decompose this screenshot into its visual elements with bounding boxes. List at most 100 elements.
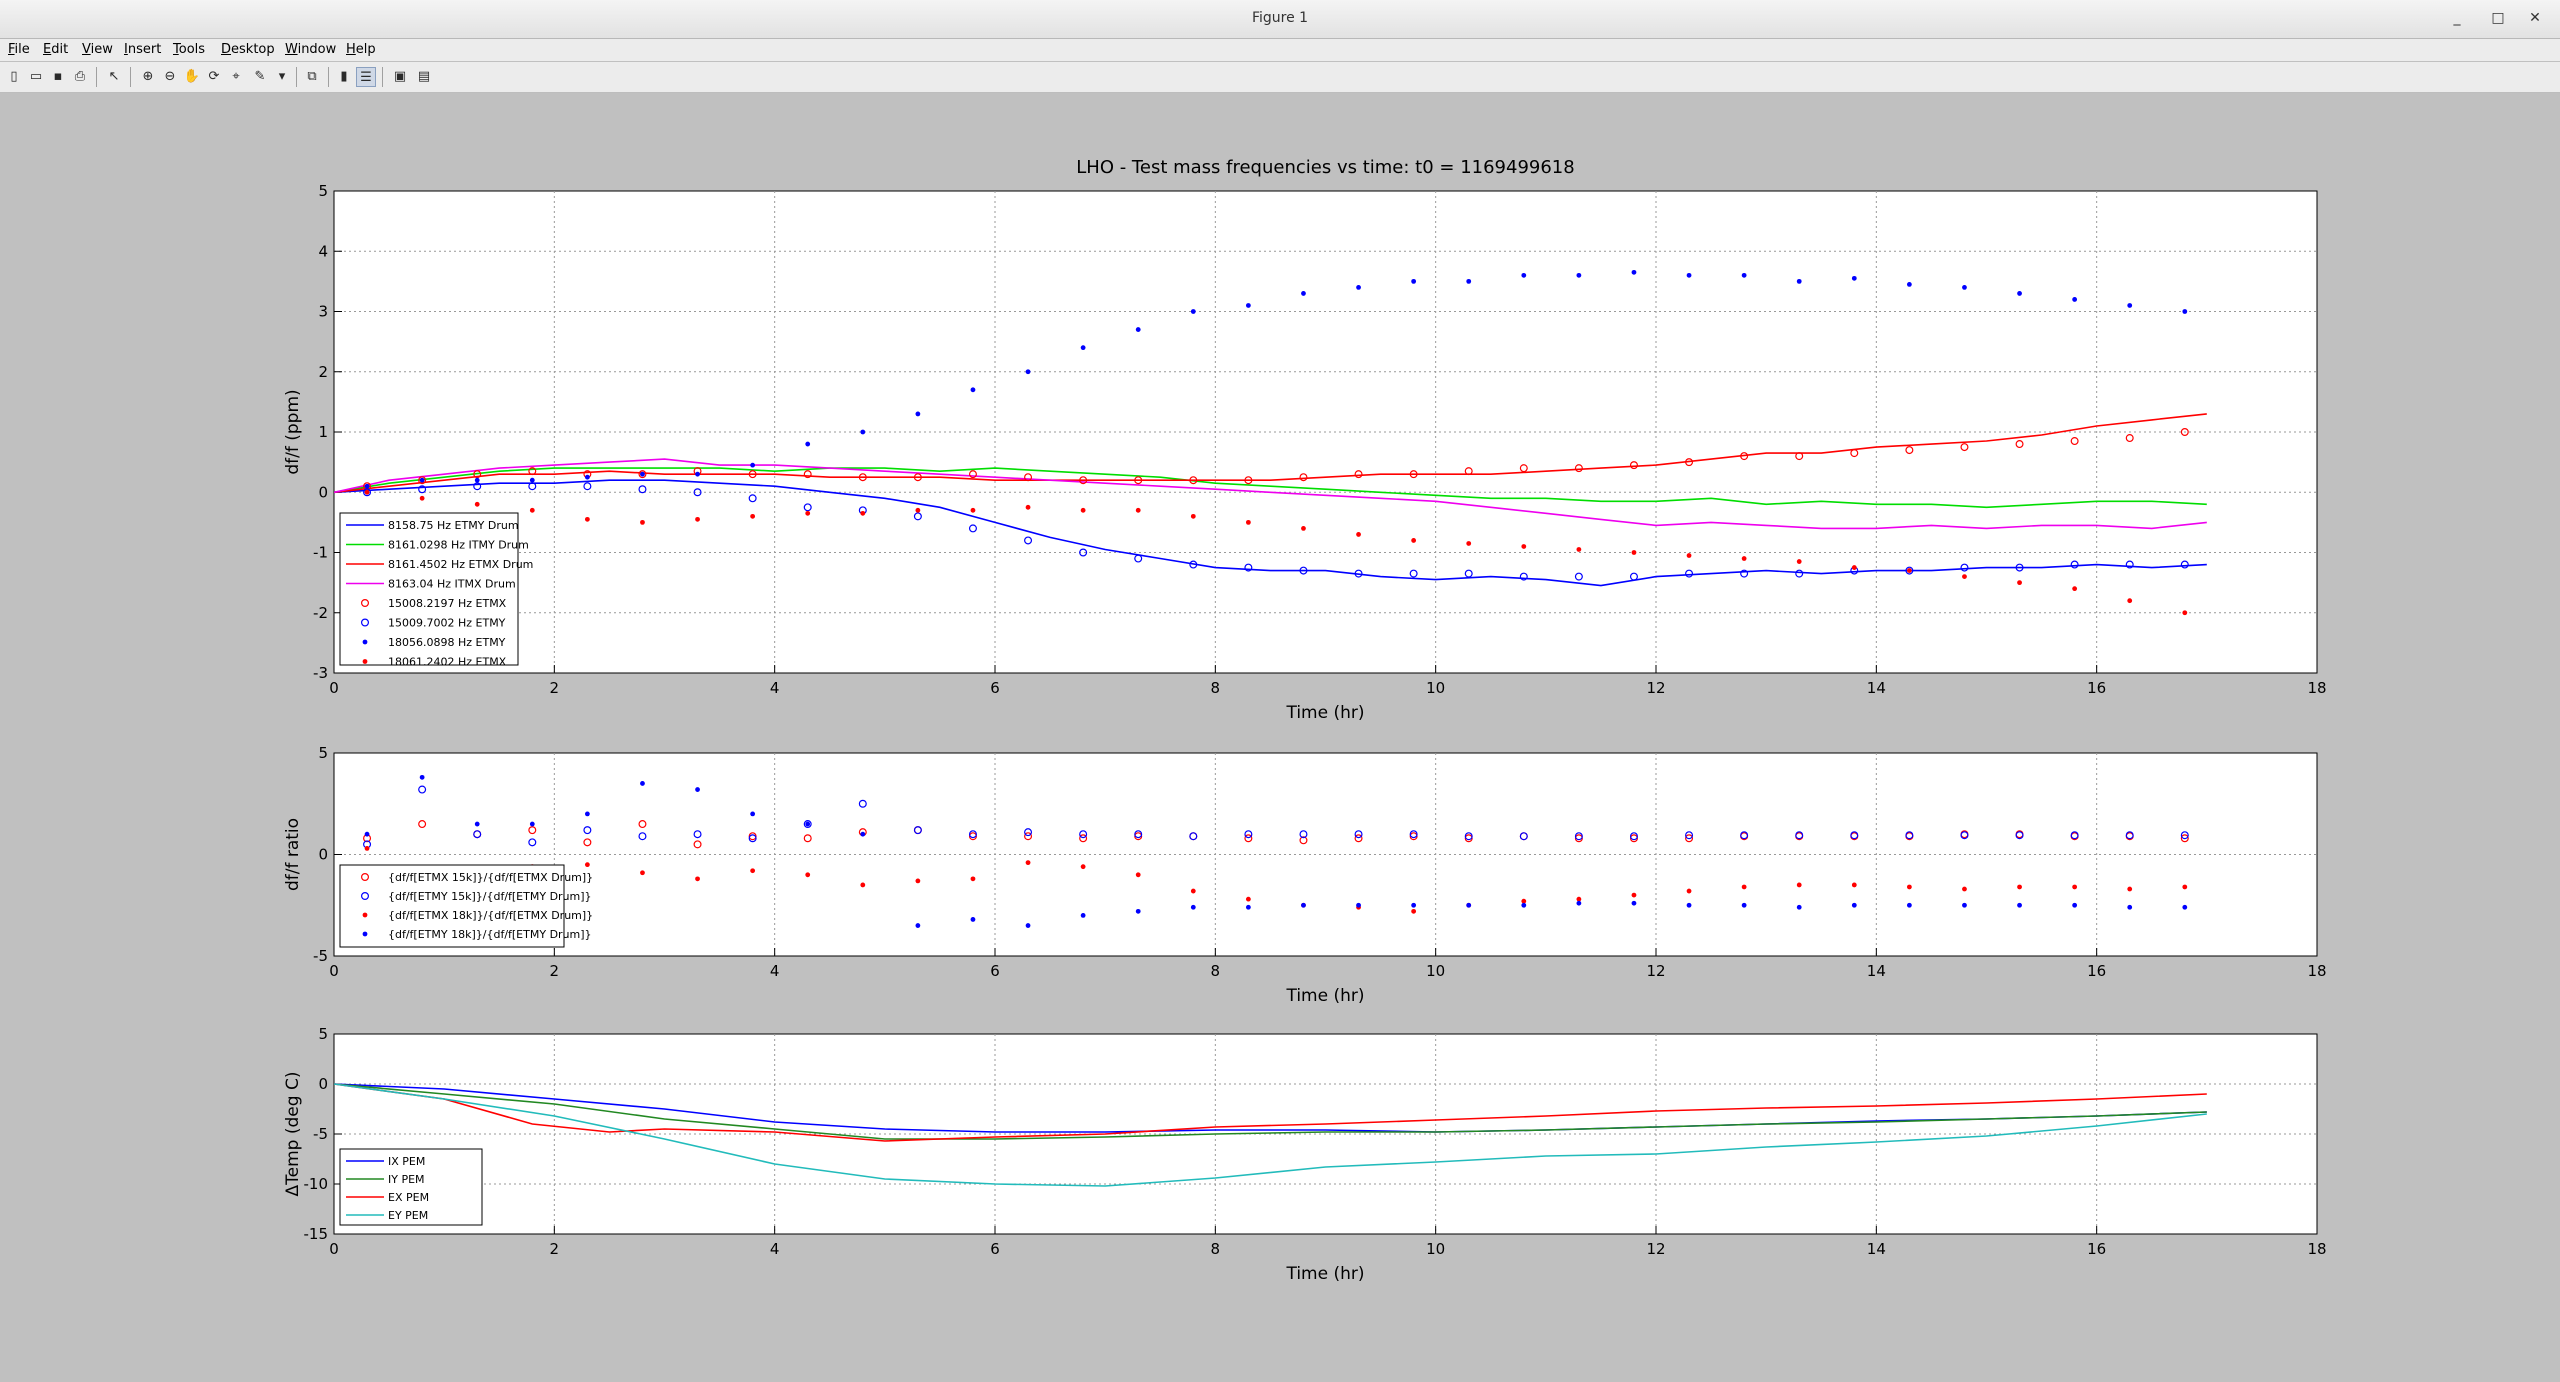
series-3-point	[1796, 882, 1802, 888]
menu-help[interactable]: Help	[346, 42, 376, 57]
series-7-point	[1962, 285, 1967, 290]
series-5-point	[363, 482, 372, 491]
series-6-point	[748, 494, 757, 503]
series-6-point	[2180, 560, 2189, 569]
select-arrow-icon[interactable]: ↖	[108, 69, 120, 84]
series-4-point	[2127, 904, 2133, 910]
maximize-icon[interactable]: □	[2491, 10, 2505, 26]
save-icon[interactable]: ▪	[53, 69, 63, 84]
axes-3: 0 2 4 6 8 10 12 14 16 18 -15 -10 -5 0 5 Time (hr) ΔTemp …	[283, 1025, 2327, 1284]
series-2-point	[968, 830, 977, 839]
series-6-point	[1024, 536, 1033, 545]
x-axis-label: Time (hr)	[1285, 1264, 1364, 1284]
series-6-point	[1409, 569, 1418, 578]
series-2-point	[2180, 831, 2189, 840]
x-tick-label: 14	[1867, 1240, 1886, 1258]
brush-icon[interactable]: ✎	[254, 69, 266, 84]
close-icon[interactable]: ✕	[2529, 10, 2541, 26]
series-2-point	[1960, 831, 1969, 840]
series-1-point	[1354, 834, 1363, 843]
series-1-point	[2180, 834, 2189, 843]
menu-insert[interactable]: Insert	[124, 42, 162, 57]
menu-edit[interactable]: Edit	[43, 42, 69, 57]
menu-window[interactable]: Window	[285, 42, 337, 57]
menu-tools[interactable]: Tools	[173, 42, 206, 57]
x-tick-label: 8	[1211, 1240, 1221, 1258]
series-4-point	[805, 821, 811, 827]
legend-swatch	[362, 931, 368, 937]
show-plot-tools-icon[interactable]: ▤	[417, 69, 431, 84]
series-5-point	[968, 470, 977, 479]
series-3-point	[1135, 872, 1141, 878]
series-2-point	[1134, 830, 1143, 839]
link-plot-icon[interactable]: ⧉	[307, 69, 317, 84]
series-6-point	[528, 482, 537, 491]
window-titlebar: Figure 1 _ □ ✕	[0, 0, 2560, 39]
x-tick-label: 14	[1867, 679, 1886, 697]
x-tick-label: 8	[1211, 962, 1221, 980]
y-tick-label: 1	[318, 423, 328, 441]
zoom-in-icon[interactable]: ⊕	[142, 69, 154, 84]
brush-dropdown-icon[interactable]: ▾	[278, 69, 286, 84]
series-7-point	[860, 429, 866, 435]
x-tick-label: 10	[1426, 962, 1445, 980]
series-2-point	[1629, 832, 1638, 841]
series-2-point	[638, 832, 647, 841]
zoom-out-icon[interactable]: ⊖	[164, 69, 176, 84]
hide-plot-tools-icon[interactable]: ▣	[393, 69, 407, 84]
series-8-point	[695, 516, 700, 522]
menu-file[interactable]: File	[8, 42, 30, 57]
series-4-point	[1411, 902, 1417, 908]
legend-entry: 8161.4502 Hz ETMX Drum	[388, 558, 533, 571]
series-3-point	[750, 868, 756, 874]
open-file-icon[interactable]: ▭	[29, 69, 43, 84]
menu-view[interactable]: View	[82, 42, 113, 57]
series-2-point	[1079, 830, 1088, 839]
y-axis-label: df/f ratio	[283, 818, 303, 891]
series-4-point	[915, 923, 921, 928]
minimize-icon[interactable]: _	[2453, 10, 2461, 26]
series-6-point	[803, 503, 812, 512]
rotate-3d-icon[interactable]: ⟳	[208, 69, 220, 84]
menu-bar: File Edit View Insert Tools Desktop Wind…	[0, 39, 2560, 61]
series-2-point	[1795, 831, 1804, 840]
series-7-point	[1356, 285, 1361, 290]
new-figure-icon[interactable]: ▯	[10, 69, 18, 84]
legend-box	[339, 864, 565, 948]
series-7-point	[1906, 281, 1912, 287]
print-icon[interactable]: ⎙	[74, 69, 86, 84]
series-2-point	[418, 785, 427, 794]
series-5-point	[1795, 452, 1804, 461]
legend-entry: {df/f[ETMX 15k]}/{df/f[ETMX Drum]}	[388, 871, 593, 884]
series-1-point	[1685, 834, 1694, 843]
series-8-point	[915, 507, 921, 513]
legend-entry: 15008.2197 Hz ETMX	[388, 597, 507, 610]
legend-swatch	[362, 639, 368, 645]
series-5-point	[1740, 452, 1749, 461]
pan-hand-icon[interactable]: ✋	[183, 69, 201, 84]
series-4-point	[1962, 902, 1967, 908]
data-cursor-icon[interactable]: ⌖	[232, 69, 240, 84]
x-tick-label: 18	[2307, 679, 2326, 697]
insert-colorbar-icon[interactable]: ▮	[340, 69, 348, 84]
series-8-point	[2017, 580, 2022, 586]
insert-legend-icon[interactable]: ☰	[356, 67, 376, 87]
series-7-point	[529, 477, 535, 483]
series-7-point	[915, 411, 921, 417]
x-tick-label: 2	[550, 962, 560, 980]
menu-desktop[interactable]: Desktop	[221, 42, 275, 57]
series-7-point	[1851, 275, 1857, 281]
series-8-point	[419, 495, 425, 501]
legend-swatch	[362, 659, 368, 664]
series-7-point	[1796, 278, 1802, 284]
series-6-point	[693, 488, 702, 497]
series-4-point	[2072, 902, 2078, 908]
series-8-point	[584, 516, 590, 522]
series-8-point	[1466, 541, 1472, 546]
series-group	[363, 774, 2189, 928]
series-6-point	[1574, 572, 1583, 581]
series-7-point	[419, 477, 425, 483]
series-5-point	[1905, 446, 1914, 455]
series-1-point	[528, 826, 537, 835]
